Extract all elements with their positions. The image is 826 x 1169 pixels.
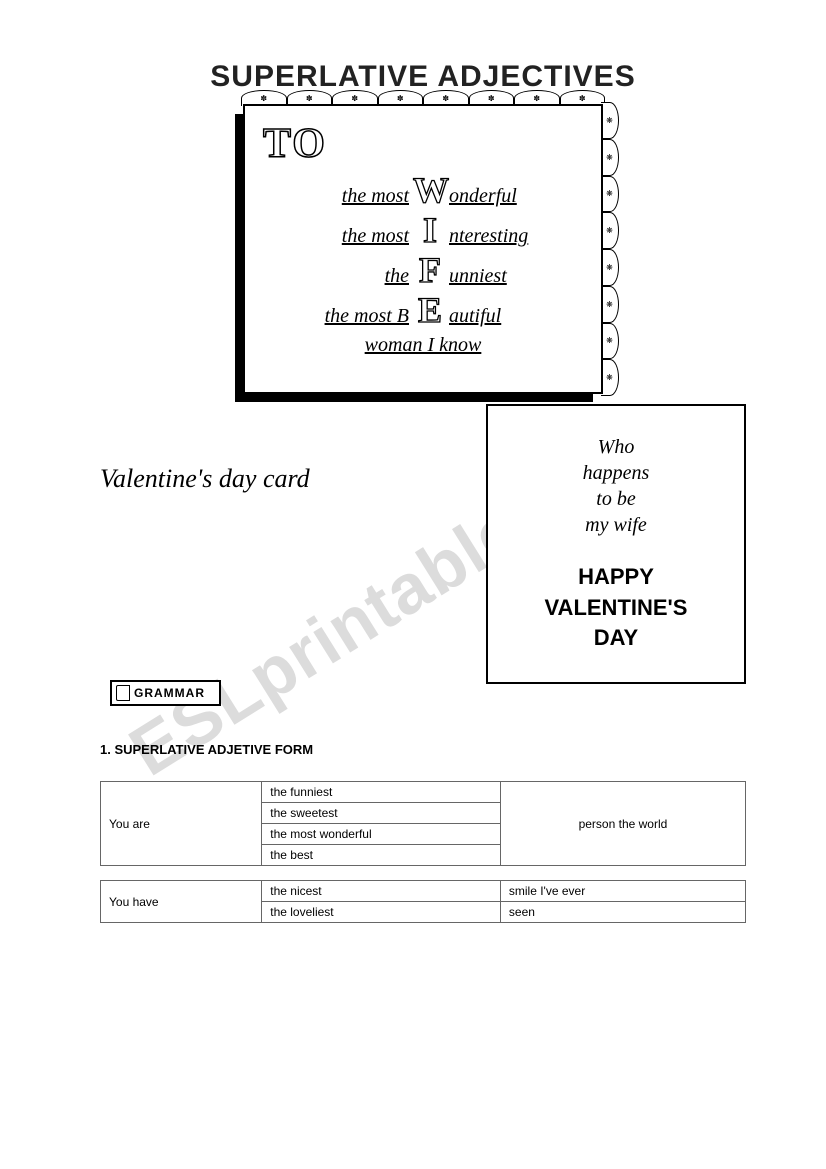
script-line: my wife bbox=[585, 514, 647, 536]
wife-card: ✽ ✽ ✽ ✽ ✽ ✽ ✽ ✽ ❋ ❋ ❋ ❋ ❋ ❋ ❋ ❋ TO the m… bbox=[243, 104, 603, 394]
bow-icon: ❋ bbox=[601, 286, 619, 323]
wife-card-inner: TO the most W onderful the most I nteres… bbox=[243, 104, 603, 394]
valentines-card-label: Valentine's day card bbox=[100, 464, 466, 494]
card-to-text: TO bbox=[263, 120, 583, 168]
table-cell-adjective: the sweetest bbox=[262, 803, 501, 824]
acrostic-row: the most I nteresting bbox=[263, 214, 583, 248]
table-cell-adjective: the most wonderful bbox=[262, 824, 501, 845]
card2-bold-text: HAPPY VALENTINE'S DAY bbox=[545, 562, 688, 654]
acrostic-suffix: autiful bbox=[447, 305, 501, 328]
page-title: SUPERLATIVE ADJECTIVES bbox=[100, 60, 746, 94]
acrostic-bottom-line: woman I know bbox=[263, 334, 583, 357]
bow-icon: ❋ bbox=[601, 102, 619, 139]
acrostic-letter: F bbox=[413, 254, 447, 286]
bold-line: HAPPY bbox=[578, 564, 654, 589]
script-line: happens bbox=[583, 462, 650, 484]
grammar-table-1: You are the funniest person the world th… bbox=[100, 781, 746, 866]
bow-icon: ❋ bbox=[601, 249, 619, 286]
script-line: Who bbox=[598, 436, 635, 458]
bow-icon: ❋ bbox=[601, 323, 619, 360]
bow-border-right: ❋ ❋ ❋ ❋ ❋ ❋ ❋ ❋ bbox=[601, 102, 619, 396]
table-cell-adjective: the nicest bbox=[262, 881, 501, 902]
script-line: to be bbox=[596, 488, 635, 510]
bow-icon: ❋ bbox=[601, 176, 619, 213]
valentines-card: Who happens to be my wife HAPPY VALENTIN… bbox=[486, 404, 746, 684]
acrostic-letter: W bbox=[413, 174, 447, 206]
table-cell-complement: person the world bbox=[500, 782, 745, 866]
bold-line: DAY bbox=[594, 625, 638, 650]
acrostic-letter: I bbox=[413, 214, 447, 246]
section-heading: 1. SUPERLATIVE ADJETIVE FORM bbox=[100, 742, 746, 757]
acrostic-row: the most B E autiful bbox=[263, 294, 583, 328]
card2-script-text: Who happens to be my wife bbox=[583, 434, 650, 538]
bow-icon: ❋ bbox=[601, 359, 619, 396]
mid-row: Valentine's day card Who happens to be m… bbox=[100, 404, 746, 684]
acrostic-suffix: onderful bbox=[447, 185, 517, 208]
acrostic-prefix: the most bbox=[263, 225, 413, 248]
card-shadow-left bbox=[235, 114, 243, 402]
table-cell-subject: You have bbox=[101, 881, 262, 923]
table-cell-subject: You are bbox=[101, 782, 262, 866]
acrostic-suffix: nteresting bbox=[447, 225, 528, 248]
card-shadow-bottom bbox=[235, 394, 593, 402]
bow-icon: ❋ bbox=[601, 212, 619, 249]
table-cell-complement: smile I've ever bbox=[500, 881, 745, 902]
table-cell-adjective: the funniest bbox=[262, 782, 501, 803]
bow-icon: ❋ bbox=[601, 139, 619, 176]
acrostic-prefix: the most bbox=[263, 185, 413, 208]
acrostic-suffix: unniest bbox=[447, 265, 507, 288]
acrostic-row: the F unniest bbox=[263, 254, 583, 288]
grammar-tab: GRAMMAR bbox=[110, 680, 221, 706]
acrostic-prefix: the bbox=[263, 265, 413, 288]
acrostic-letter: E bbox=[413, 294, 447, 326]
bold-line: VALENTINE'S bbox=[545, 595, 688, 620]
grammar-table-2: You have the nicest smile I've ever the … bbox=[100, 880, 746, 923]
table-cell-adjective: the best bbox=[262, 845, 501, 866]
page-content: SUPERLATIVE ADJECTIVES ✽ ✽ ✽ ✽ ✽ ✽ ✽ ✽ ❋… bbox=[100, 60, 746, 923]
table-cell-adjective: the loveliest bbox=[262, 902, 501, 923]
acrostic-row: the most W onderful bbox=[263, 174, 583, 208]
acrostic-prefix: the most B bbox=[263, 305, 413, 328]
table-cell-complement: seen bbox=[500, 902, 745, 923]
